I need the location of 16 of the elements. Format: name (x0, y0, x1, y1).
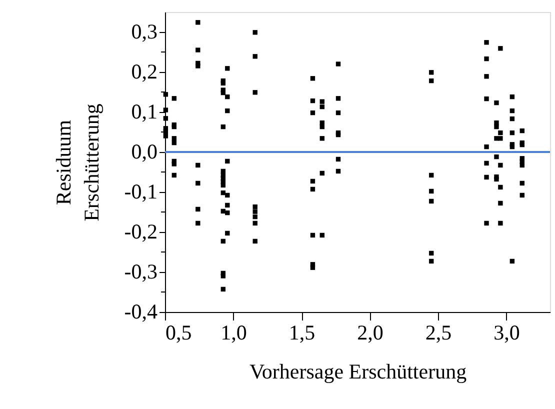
x-tick-label: 0,5 (166, 320, 192, 344)
y-tick-label: 0,2 (131, 60, 158, 84)
y-tick-label: -0,1 (124, 180, 158, 204)
y-tick-label: -0,2 (124, 220, 158, 244)
x-tick-label: 1,5 (288, 320, 316, 344)
x-tick-label: 2,5 (425, 320, 452, 344)
x-axis-title: Vorhersage Erschütterung (249, 360, 468, 384)
y-tick-label: 0,0 (131, 140, 158, 164)
x-tick-label: 3,0 (494, 320, 520, 344)
y-axis-title: Residuum Erschütterung (51, 103, 104, 222)
y-tick-label: -0,3 (124, 260, 158, 284)
y-tick-label: 0,3 (131, 20, 158, 44)
x-tick-label: 1,0 (220, 320, 247, 344)
y-tick-label: -0,4 (124, 300, 158, 324)
x-tick-label: 2,0 (357, 320, 384, 344)
y-tick-label: 0,1 (131, 100, 158, 124)
